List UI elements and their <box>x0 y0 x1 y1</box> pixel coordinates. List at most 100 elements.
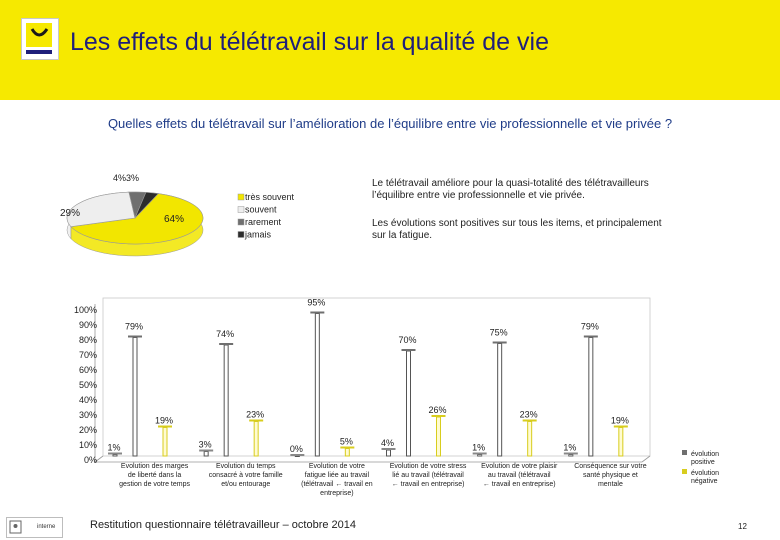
pie-chart: 64% 29% 4%3% très souvent souvent rarement jam… <box>60 173 295 257</box>
bar-1-1 <box>253 421 259 457</box>
y-tick-label-8: 80% <box>79 335 97 345</box>
pie-label-often: 29% <box>60 208 80 219</box>
page-number: 12 <box>738 522 747 531</box>
pie-legend-swatch-3 <box>237 231 245 238</box>
y-tick-label-2: 20% <box>79 425 97 435</box>
pie-legend-swatch-0 <box>237 193 245 201</box>
bar-value-label-1-5: 19% <box>611 416 629 426</box>
bar-1-0 <box>162 427 168 457</box>
y-tick-label-4: 40% <box>79 395 97 405</box>
bar-0-1 <box>223 344 229 457</box>
bar-2-2 <box>294 455 300 457</box>
bar-cap-0-3 <box>401 349 416 351</box>
pie-legend-label-2: rarement <box>245 217 282 227</box>
bar-1-2 <box>344 448 350 457</box>
summary-paragraph-2: Les évolutions sont positives sur tous l… <box>372 218 662 241</box>
pie-label-very-often: 64% <box>164 214 184 225</box>
bar-2-5 <box>568 454 574 457</box>
bar-1-5 <box>618 427 624 457</box>
bar-value-label-0-5: 79% <box>581 322 599 332</box>
bar-value-label-2-4: 1% <box>472 443 485 453</box>
y-tick-label-1: 10% <box>79 440 97 450</box>
bar-cap-2-3 <box>381 448 396 450</box>
y-tick-label-5: 50% <box>79 380 97 390</box>
pie-legend-label-3: jamais <box>244 230 272 240</box>
bar-0-3 <box>406 350 411 457</box>
footer-text: Restitution questionnaire télétravailleu… <box>90 519 356 531</box>
bar-legend-swatch-0 <box>682 450 687 455</box>
bar-value-label-1-2: 5% <box>340 437 353 447</box>
bar-value-label-1-0: 19% <box>155 416 173 426</box>
x-tick-label-1: Evolution du temps consacré à votre famil… <box>209 463 283 488</box>
bar-2-3 <box>386 449 391 457</box>
x-tick-label-5: Conséquence sur votre santé physique et me… <box>574 463 646 488</box>
y-tick-label-6: 60% <box>79 365 97 375</box>
bar-value-label-1-3: 26% <box>428 405 446 415</box>
bar-legend-label-0: évolution positive <box>691 451 719 466</box>
bar-cap-2-1 <box>199 449 214 452</box>
x-tick-label-3: Evolution de votre stress lié au travail … <box>390 463 467 488</box>
bar-cap-1-4 <box>522 419 537 422</box>
pie-label-top: 4%3% <box>113 173 139 183</box>
bar-2-4 <box>477 454 483 457</box>
bar-cap-0-2 <box>310 311 325 314</box>
summary-paragraph-1: Le télétravail améliore pour la quasi-to… <box>372 178 649 201</box>
bar-legend-label-1: évolution négative <box>691 470 719 485</box>
bar-value-label-0-3: 70% <box>398 335 416 345</box>
pie-slice-1 <box>66 191 136 228</box>
bar-value-label-2-0: 1% <box>107 443 120 453</box>
x-tick-label-0: Evolution des marges de liberté dans la ge… <box>119 463 190 488</box>
pie-slice-0 <box>70 193 204 245</box>
footer-logo: interne <box>6 517 63 538</box>
footer-logo-text: interne <box>37 524 56 530</box>
bar-cap-0-4 <box>492 341 507 344</box>
bar-cap-1-5 <box>613 425 628 428</box>
bar-0-2 <box>314 313 320 457</box>
y-tick-label-7: 70% <box>79 350 97 360</box>
bar-cap-2-5 <box>563 452 578 455</box>
bar-value-label-0-4: 75% <box>490 328 508 338</box>
bar-cap-0-1 <box>219 343 234 345</box>
x-tick-label-4: Evolution de votre plaisir au travail (té… <box>481 463 558 488</box>
bar-1-3 <box>436 416 441 457</box>
bar-0-0 <box>132 337 138 457</box>
survey-question: Quelles effets du télétravail sur l’amél… <box>107 116 673 131</box>
bar-cap-1-0 <box>158 425 172 428</box>
bar-cap-2-4 <box>472 452 487 455</box>
bar-value-label-1-4: 23% <box>520 410 538 420</box>
bar-0-5 <box>588 337 594 457</box>
smile-logo-icon <box>21 18 59 60</box>
bar-cap-2-0 <box>108 452 122 455</box>
bar-cap-1-1 <box>249 419 264 422</box>
header-banner: Les effets du télétravail sur la qualité… <box>0 0 780 100</box>
bar-cap-0-5 <box>583 335 598 338</box>
floor-edge-left <box>94 455 104 463</box>
bar-cap-2-2 <box>290 454 305 456</box>
bar-2-0 <box>112 454 118 457</box>
floor-edge-right <box>641 455 651 463</box>
bar-value-label-0-2: 95% <box>307 298 325 308</box>
y-tick-label-3: 30% <box>79 410 97 420</box>
pie-legend-swatch-2 <box>237 218 245 226</box>
bar-value-label-0-1: 74% <box>216 329 234 339</box>
summary-text: Le télétravail améliore pour la quasi-to… <box>372 178 672 242</box>
y-tick-label-10: 100% <box>74 305 97 315</box>
bar-cap-0-0 <box>128 335 142 338</box>
bar-chart: 0% 10% 20% 30% 40% 50% 60% 70% 80% 90% 100% 79% 19% 1… <box>74 297 719 498</box>
plot-area <box>102 297 651 457</box>
bar-value-label-2-5: 1% <box>563 443 576 453</box>
bar-value-label-2-2: 0% <box>290 444 303 454</box>
bar-legend-swatch-1 <box>682 469 687 474</box>
bar-1-4 <box>527 421 533 457</box>
y-tick-label-0: 0% <box>84 455 97 465</box>
bar-value-label-1-1: 23% <box>246 410 264 420</box>
bar-value-label-0-0: 79% <box>125 322 143 332</box>
pie-legend-label-1: souvent <box>245 205 277 215</box>
x-tick-label-2: Evolution de votre fatigue liée au travai… <box>301 463 373 497</box>
bar-cap-1-3 <box>431 415 446 417</box>
y-tick-label-9: 90% <box>79 320 97 330</box>
bar-value-label-2-1: 3% <box>199 440 212 450</box>
bar-2-1 <box>203 451 209 457</box>
pie-slice-3 <box>134 192 159 219</box>
bar-0-4 <box>497 343 503 457</box>
